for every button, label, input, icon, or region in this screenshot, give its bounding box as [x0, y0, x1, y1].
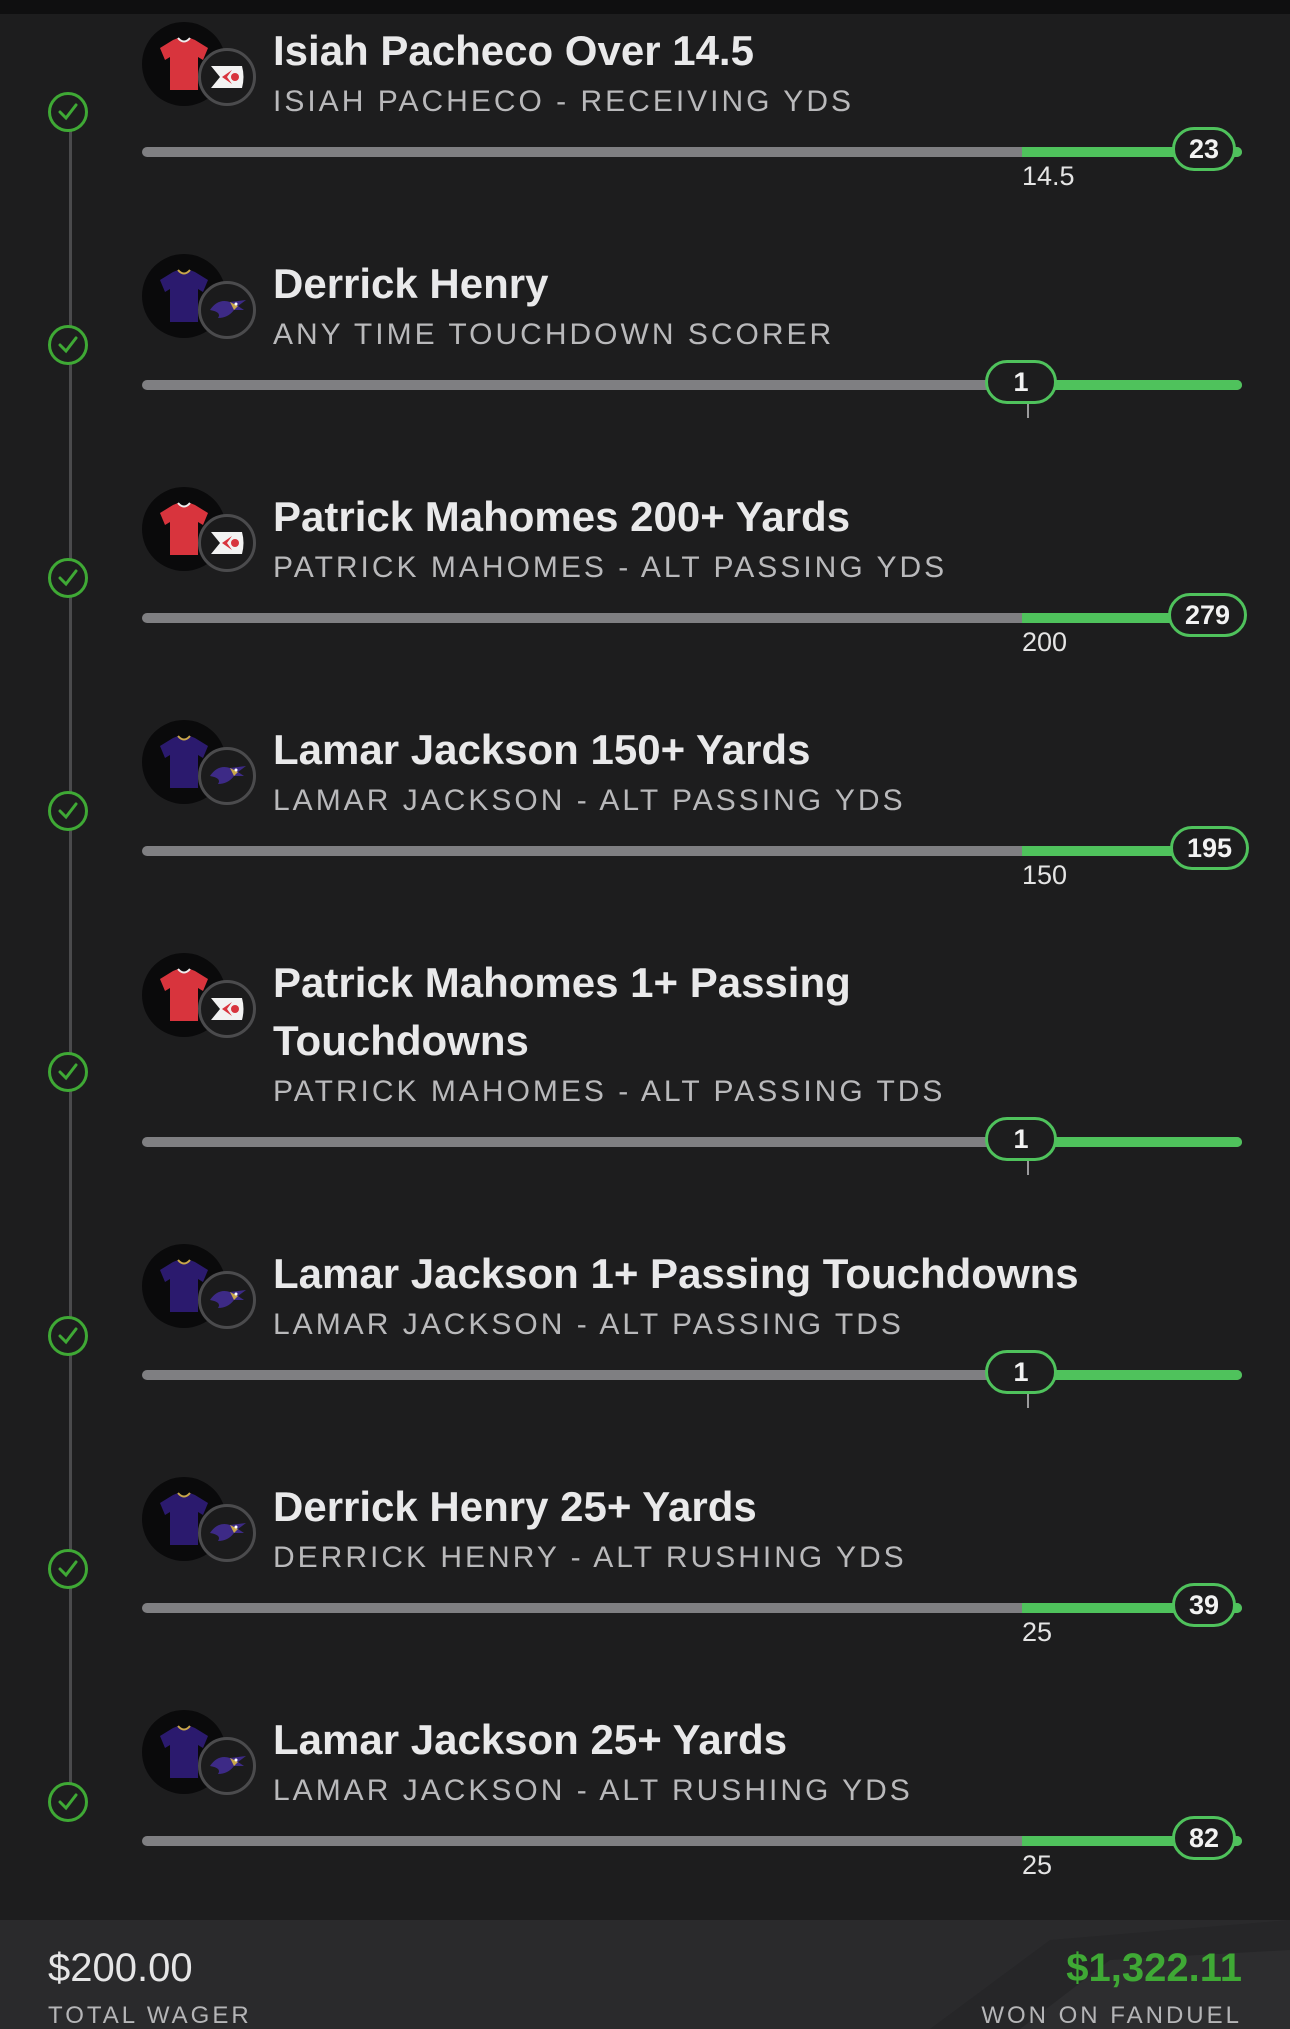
chiefs-logo-icon	[198, 48, 256, 106]
threshold-label: 200	[1022, 627, 1068, 657]
progress-fill	[1022, 147, 1242, 157]
progress-track	[142, 1603, 1242, 1613]
progress-fill	[1022, 380, 1242, 390]
leg-market: ISIAH PACHECO - RECEIVING YDS	[273, 85, 854, 118]
progress-fill	[1022, 1370, 1242, 1380]
check-circle-icon	[48, 1316, 88, 1356]
chiefs-logo-icon	[198, 514, 256, 572]
result-value: 1	[985, 360, 1057, 404]
leg-market: PATRICK MAHOMES - ALT PASSING YDS	[273, 551, 948, 584]
progress-fill	[1022, 613, 1242, 623]
leg-title: Patrick Mahomes 200+ Yards	[273, 493, 851, 540]
leg-market: LAMAR JACKSON - ALT PASSING YDS	[273, 784, 906, 817]
timeline-line	[69, 110, 72, 1800]
jersey-icon	[160, 502, 208, 555]
leg-title: Isiah Pacheco Over 14.5	[273, 27, 754, 74]
leg-title: Derrick Henry	[273, 260, 549, 307]
total-wager-amount: $200.00	[48, 1946, 193, 1990]
ravens-logo-icon	[198, 1271, 256, 1329]
progress-track	[142, 147, 1242, 157]
check-circle-icon	[48, 92, 88, 132]
leg-title: Derrick Henry 25+ Yards	[273, 1483, 757, 1530]
threshold-tick	[1027, 1161, 1029, 1175]
check-circle-icon	[48, 1549, 88, 1589]
leg-market: PATRICK MAHOMES - ALT PASSING TDS	[273, 1075, 946, 1108]
jersey-icon	[160, 735, 208, 788]
chiefs-logo-icon	[198, 980, 256, 1038]
leg-market: ANY TIME TOUCHDOWN SCORER	[273, 318, 835, 351]
progress-track	[142, 1370, 1242, 1380]
ravens-logo-icon	[198, 281, 256, 339]
threshold-label: 25	[1022, 1850, 1053, 1880]
ravens-logo-icon	[198, 1737, 256, 1795]
threshold-tick	[1027, 404, 1029, 418]
result-value: 1	[985, 1117, 1057, 1161]
progress-track	[142, 1836, 1242, 1846]
result-value: 39	[1172, 1583, 1237, 1627]
threshold-label: 14.5	[1022, 161, 1075, 191]
check-circle-icon	[48, 558, 88, 598]
leg-title: Lamar Jackson 25+ Yards	[273, 1716, 788, 1763]
jersey-icon	[160, 968, 208, 1021]
ravens-logo-icon	[198, 1504, 256, 1562]
threshold-label: 150	[1022, 860, 1068, 890]
result-value: 1	[985, 1350, 1057, 1394]
status-bar	[0, 0, 1290, 14]
check-circle-icon	[48, 325, 88, 365]
progress-track	[142, 1137, 1242, 1147]
progress-track	[142, 380, 1242, 390]
jersey-icon	[160, 1725, 208, 1778]
result-value: 23	[1172, 127, 1237, 171]
fanduel-watermark-icon	[930, 1920, 1290, 2029]
result-value: 195	[1170, 826, 1250, 870]
leg-title: Lamar Jackson 1+ Passing Touchdowns	[273, 1250, 1079, 1297]
progress-track	[142, 613, 1242, 623]
result-value: 82	[1172, 1816, 1237, 1860]
check-circle-icon	[48, 1782, 88, 1822]
threshold-label: 25	[1022, 1617, 1053, 1647]
won-label: WON ON FANDUEL	[981, 2002, 1242, 2029]
won-amount: $1,322.11	[1066, 1946, 1242, 1990]
leg-title: Lamar Jackson 150+ Yards	[273, 726, 811, 773]
threshold-tick	[1027, 1394, 1029, 1408]
leg-market: LAMAR JACKSON - ALT PASSING TDS	[273, 1308, 904, 1341]
progress-fill	[1022, 846, 1242, 856]
leg-market: DERRICK HENRY - ALT RUSHING YDS	[273, 1541, 907, 1574]
progress-fill	[1022, 1603, 1242, 1613]
progress-fill	[1022, 1836, 1242, 1846]
check-circle-icon	[48, 1052, 88, 1092]
progress-fill	[1022, 1137, 1242, 1147]
jersey-icon	[160, 37, 208, 90]
ravens-logo-icon	[198, 747, 256, 805]
jersey-icon	[160, 269, 208, 322]
total-wager-label: TOTAL WAGER	[48, 2002, 252, 2029]
leg-market: LAMAR JACKSON - ALT RUSHING YDS	[273, 1774, 913, 1807]
progress-track	[142, 846, 1242, 856]
bet-summary-footer: $200.00 TOTAL WAGER $1,322.11 WON ON FAN…	[0, 1920, 1290, 2029]
result-value: 279	[1168, 593, 1248, 637]
leg-title: Patrick Mahomes 1+ Passing Touchdowns	[273, 959, 851, 1064]
jersey-icon	[160, 1259, 208, 1312]
check-circle-icon	[48, 791, 88, 831]
jersey-icon	[160, 1492, 208, 1545]
